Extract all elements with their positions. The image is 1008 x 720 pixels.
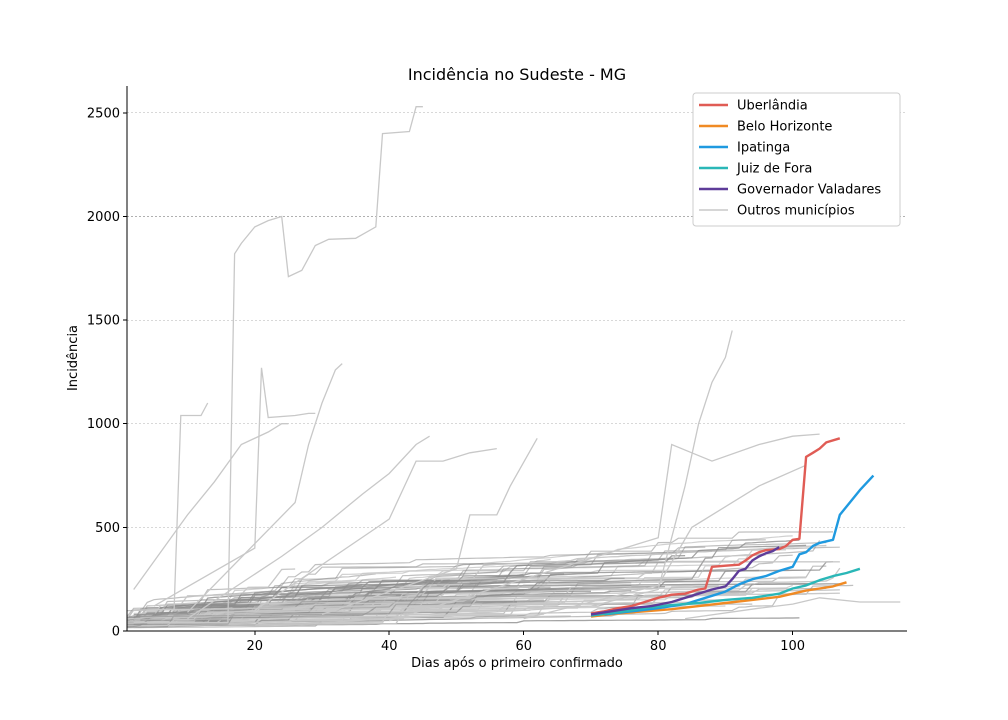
other-municipality-line	[133, 579, 450, 620]
x-tick-label: 80	[650, 639, 667, 654]
other-municipality-line	[133, 555, 686, 621]
other-municipality-line	[126, 573, 376, 622]
series-line-belo-horizonte	[590, 581, 847, 618]
other-municipality-line	[133, 561, 840, 619]
other-municipality-line	[254, 447, 497, 611]
other-municipality-line	[147, 609, 531, 624]
axes-layer: 0 500 1000 1500 2000 2500 20 40 60 80 100	[87, 86, 907, 654]
legend-label: Juiz de Fora	[736, 162, 812, 177]
legend: Uberlândia Belo Horizonte Ipatinga Juiz de …	[692, 92, 901, 227]
legend-box	[692, 92, 901, 227]
legend-label: Uberlândia	[737, 99, 808, 114]
other-municipality-line	[133, 569, 760, 618]
other-municipality-line	[685, 597, 901, 620]
y-tick-label: 2500	[87, 106, 120, 121]
other-municipality-line	[140, 594, 659, 618]
other-municipalities-lines	[126, 106, 901, 629]
y-tick-label: 1500	[87, 314, 120, 329]
other-municipality-line	[187, 435, 430, 620]
other-municipality-line	[153, 367, 316, 607]
other-municipality-line	[133, 577, 625, 616]
other-municipality-line	[133, 106, 423, 624]
y-tick-label: 500	[95, 521, 120, 536]
y-axis-title: Incidência	[66, 325, 81, 391]
other-municipality-line	[133, 584, 363, 619]
other-municipality-line	[321, 437, 538, 616]
legend-label: Governador Valadares	[737, 183, 881, 198]
x-tick-label: 60	[515, 639, 532, 654]
other-municipality-line	[133, 402, 209, 611]
x-axis-title: Dias após o primeiro confirmado	[411, 656, 623, 671]
y-tick-label: 2000	[87, 210, 120, 225]
legend-label: Outros municípios	[737, 204, 855, 219]
other-municipality-line	[126, 590, 632, 627]
series-line-governador-valadares	[590, 546, 780, 616]
other-municipality-line	[321, 330, 733, 624]
x-tick-label: 40	[381, 639, 398, 654]
series-line-uberl-ndia	[590, 437, 841, 615]
other-municipality-line	[126, 578, 511, 619]
y-tick-label: 0	[112, 625, 120, 640]
highlighted-series-lines	[590, 437, 875, 618]
other-municipality-line	[187, 363, 343, 613]
other-municipality-line	[133, 542, 827, 619]
legend-label: Belo Horizonte	[737, 120, 832, 135]
y-tick-label: 1000	[87, 417, 120, 432]
other-municipality-line	[133, 423, 289, 590]
legend-label: Ipatinga	[737, 141, 790, 156]
chart-title: Incidência no Sudeste - MG	[408, 65, 626, 84]
series-line-juiz-de-fora	[590, 567, 861, 617]
x-tick-label: 20	[246, 639, 263, 654]
other-municipality-line	[523, 464, 807, 620]
other-municipality-line	[389, 433, 820, 622]
x-tick-label: 100	[780, 639, 805, 654]
other-municipality-line	[133, 592, 840, 621]
